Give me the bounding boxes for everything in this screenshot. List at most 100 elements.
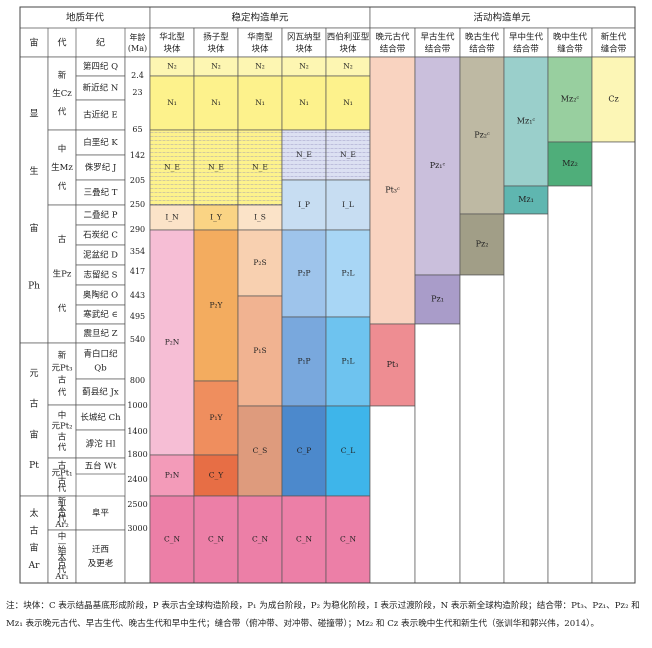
age-tick-label: 495: [130, 312, 145, 321]
period-cell: [75, 495, 126, 531]
stable-block-label: N_E: [340, 150, 356, 159]
era-cell: [47, 204, 77, 344]
age-tick-label: 1800: [127, 450, 147, 459]
stable-col-label: 块体: [251, 44, 269, 55]
period-cell: [75, 429, 126, 459]
active-col-label: 结合带: [380, 44, 406, 55]
period-cell: [75, 404, 126, 431]
stable-block-cell: [281, 179, 327, 231]
stable-col-label: 冈瓦纳型: [287, 32, 322, 43]
stable-block-label: I_L: [342, 200, 354, 209]
age-tick-label: 250: [130, 200, 145, 209]
active-belt-cell: [591, 56, 636, 143]
era-cell: [47, 129, 77, 206]
svg-text:代: 代: [58, 442, 67, 453]
svg-text:代: 代: [58, 106, 67, 117]
period-label: 迁西: [92, 544, 109, 555]
hatch-overlay: [194, 130, 238, 205]
active-belt-label: Pz₁ᶜ: [430, 161, 446, 170]
active-col-label: 结合带: [469, 44, 495, 55]
stable-block-label: C_N: [208, 535, 224, 544]
active-col-label: 结合带: [425, 44, 451, 55]
stable-block-cell: [237, 405, 283, 497]
stable-block-label: C_N: [252, 535, 268, 544]
header-eon: 宙: [29, 37, 38, 49]
stable-block-label: I_P: [298, 200, 310, 209]
active-belt-cell: [459, 213, 505, 276]
active-belt-label: Pz₂ᶜ: [474, 131, 490, 140]
stable-block-label: N_E: [208, 163, 224, 172]
age-tick-label: 290: [130, 225, 145, 234]
stable-block-label: P₂S: [253, 258, 266, 267]
period-label: 奥陶纪 O: [83, 290, 118, 301]
svg-text:古: 古: [58, 460, 67, 471]
stable-block-label: P₁N: [165, 471, 180, 480]
header-active-units: 活动构造单元: [473, 12, 531, 24]
stable-col-header: [325, 27, 371, 58]
eon-label: 显生宙 Ph: [28, 109, 40, 292]
active-belt-label: Mz₂: [562, 159, 578, 168]
stable-block-label: P₂N: [165, 338, 180, 347]
header-stable-units: 稳定构造单元: [231, 12, 289, 24]
svg-text:代: 代: [58, 483, 67, 494]
svg-text:中: 中: [58, 531, 67, 542]
svg-text:太: 太: [58, 551, 67, 562]
header-age: 年龄: [130, 32, 146, 42]
header-era: 代: [57, 38, 66, 49]
stable-col-label: 西伯利亚型: [327, 32, 370, 43]
svg-text:代: 代: [58, 513, 67, 524]
svg-text:太: 太: [58, 502, 67, 513]
period-cell: [75, 529, 126, 584]
active-belt-cell: [547, 141, 593, 187]
active-col-header: [503, 27, 549, 58]
svg-text:古: 古: [58, 234, 67, 245]
stable-col-label: 块体: [207, 44, 225, 55]
hatch-overlay: [326, 130, 370, 180]
age-tick-label: 65: [132, 125, 142, 134]
active-belt-label: Pz₂: [476, 240, 489, 249]
stable-block-label: N₁: [299, 98, 309, 107]
stable-block-label: P₁Y: [209, 413, 223, 422]
period-label: 震旦纪 Z: [83, 328, 117, 339]
svg-text:Ar: Ar: [28, 561, 40, 571]
stable-block-label: N₁: [167, 98, 177, 107]
stable-block-cell: [193, 229, 239, 382]
stable-block-cell: [325, 405, 371, 497]
active-col-label: 早古生代: [420, 32, 455, 43]
hatch-overlay: [238, 130, 282, 205]
svg-text:古: 古: [58, 558, 67, 569]
active-belt-cell: [369, 56, 416, 325]
active-belt-cell: [459, 56, 505, 215]
stable-block-cell: [149, 229, 195, 456]
header-geo-time: 地质年代: [66, 12, 105, 24]
stable-block-label: P₂L: [341, 269, 354, 278]
stable-block-cell: [325, 495, 371, 584]
stable-block-label: N₂: [167, 62, 177, 71]
age-tick-label: 142: [130, 151, 145, 160]
period-label: 泥盆纪 D: [83, 250, 118, 261]
stable-block-label: C_Y: [209, 471, 224, 480]
stable-block-cell: [193, 75, 239, 131]
svg-text:新: 新: [58, 350, 67, 361]
period-label: 及更老: [88, 558, 114, 569]
age-column: [124, 56, 151, 584]
active-belt-label: Mz₂ᶜ: [561, 95, 580, 104]
svg-text:生: 生: [29, 165, 38, 177]
active-belt-label: Pt₃: [387, 360, 399, 369]
stable-block-cell: [281, 229, 327, 318]
stable-col-label: 华南型: [247, 32, 273, 43]
svg-text:新: 新: [58, 70, 67, 81]
stable-block-cell: [149, 495, 195, 584]
active-col-label: 晚元古代: [375, 32, 410, 43]
svg-text:Ar₁: Ar₁: [54, 572, 69, 582]
svg-text:显: 显: [29, 109, 38, 120]
table-footnote: 注：块体：C 表示结晶基底形成阶段，P 表示古全球构造阶段，P₁ 为成台阶段，P…: [6, 601, 640, 629]
stable-col-label: 块体: [295, 44, 313, 55]
age-tick-label: 2400: [127, 475, 147, 484]
svg-text:中: 中: [58, 410, 67, 421]
header-geo-time-cell: [19, 6, 151, 58]
stable-col-label: 华北型: [159, 32, 185, 43]
